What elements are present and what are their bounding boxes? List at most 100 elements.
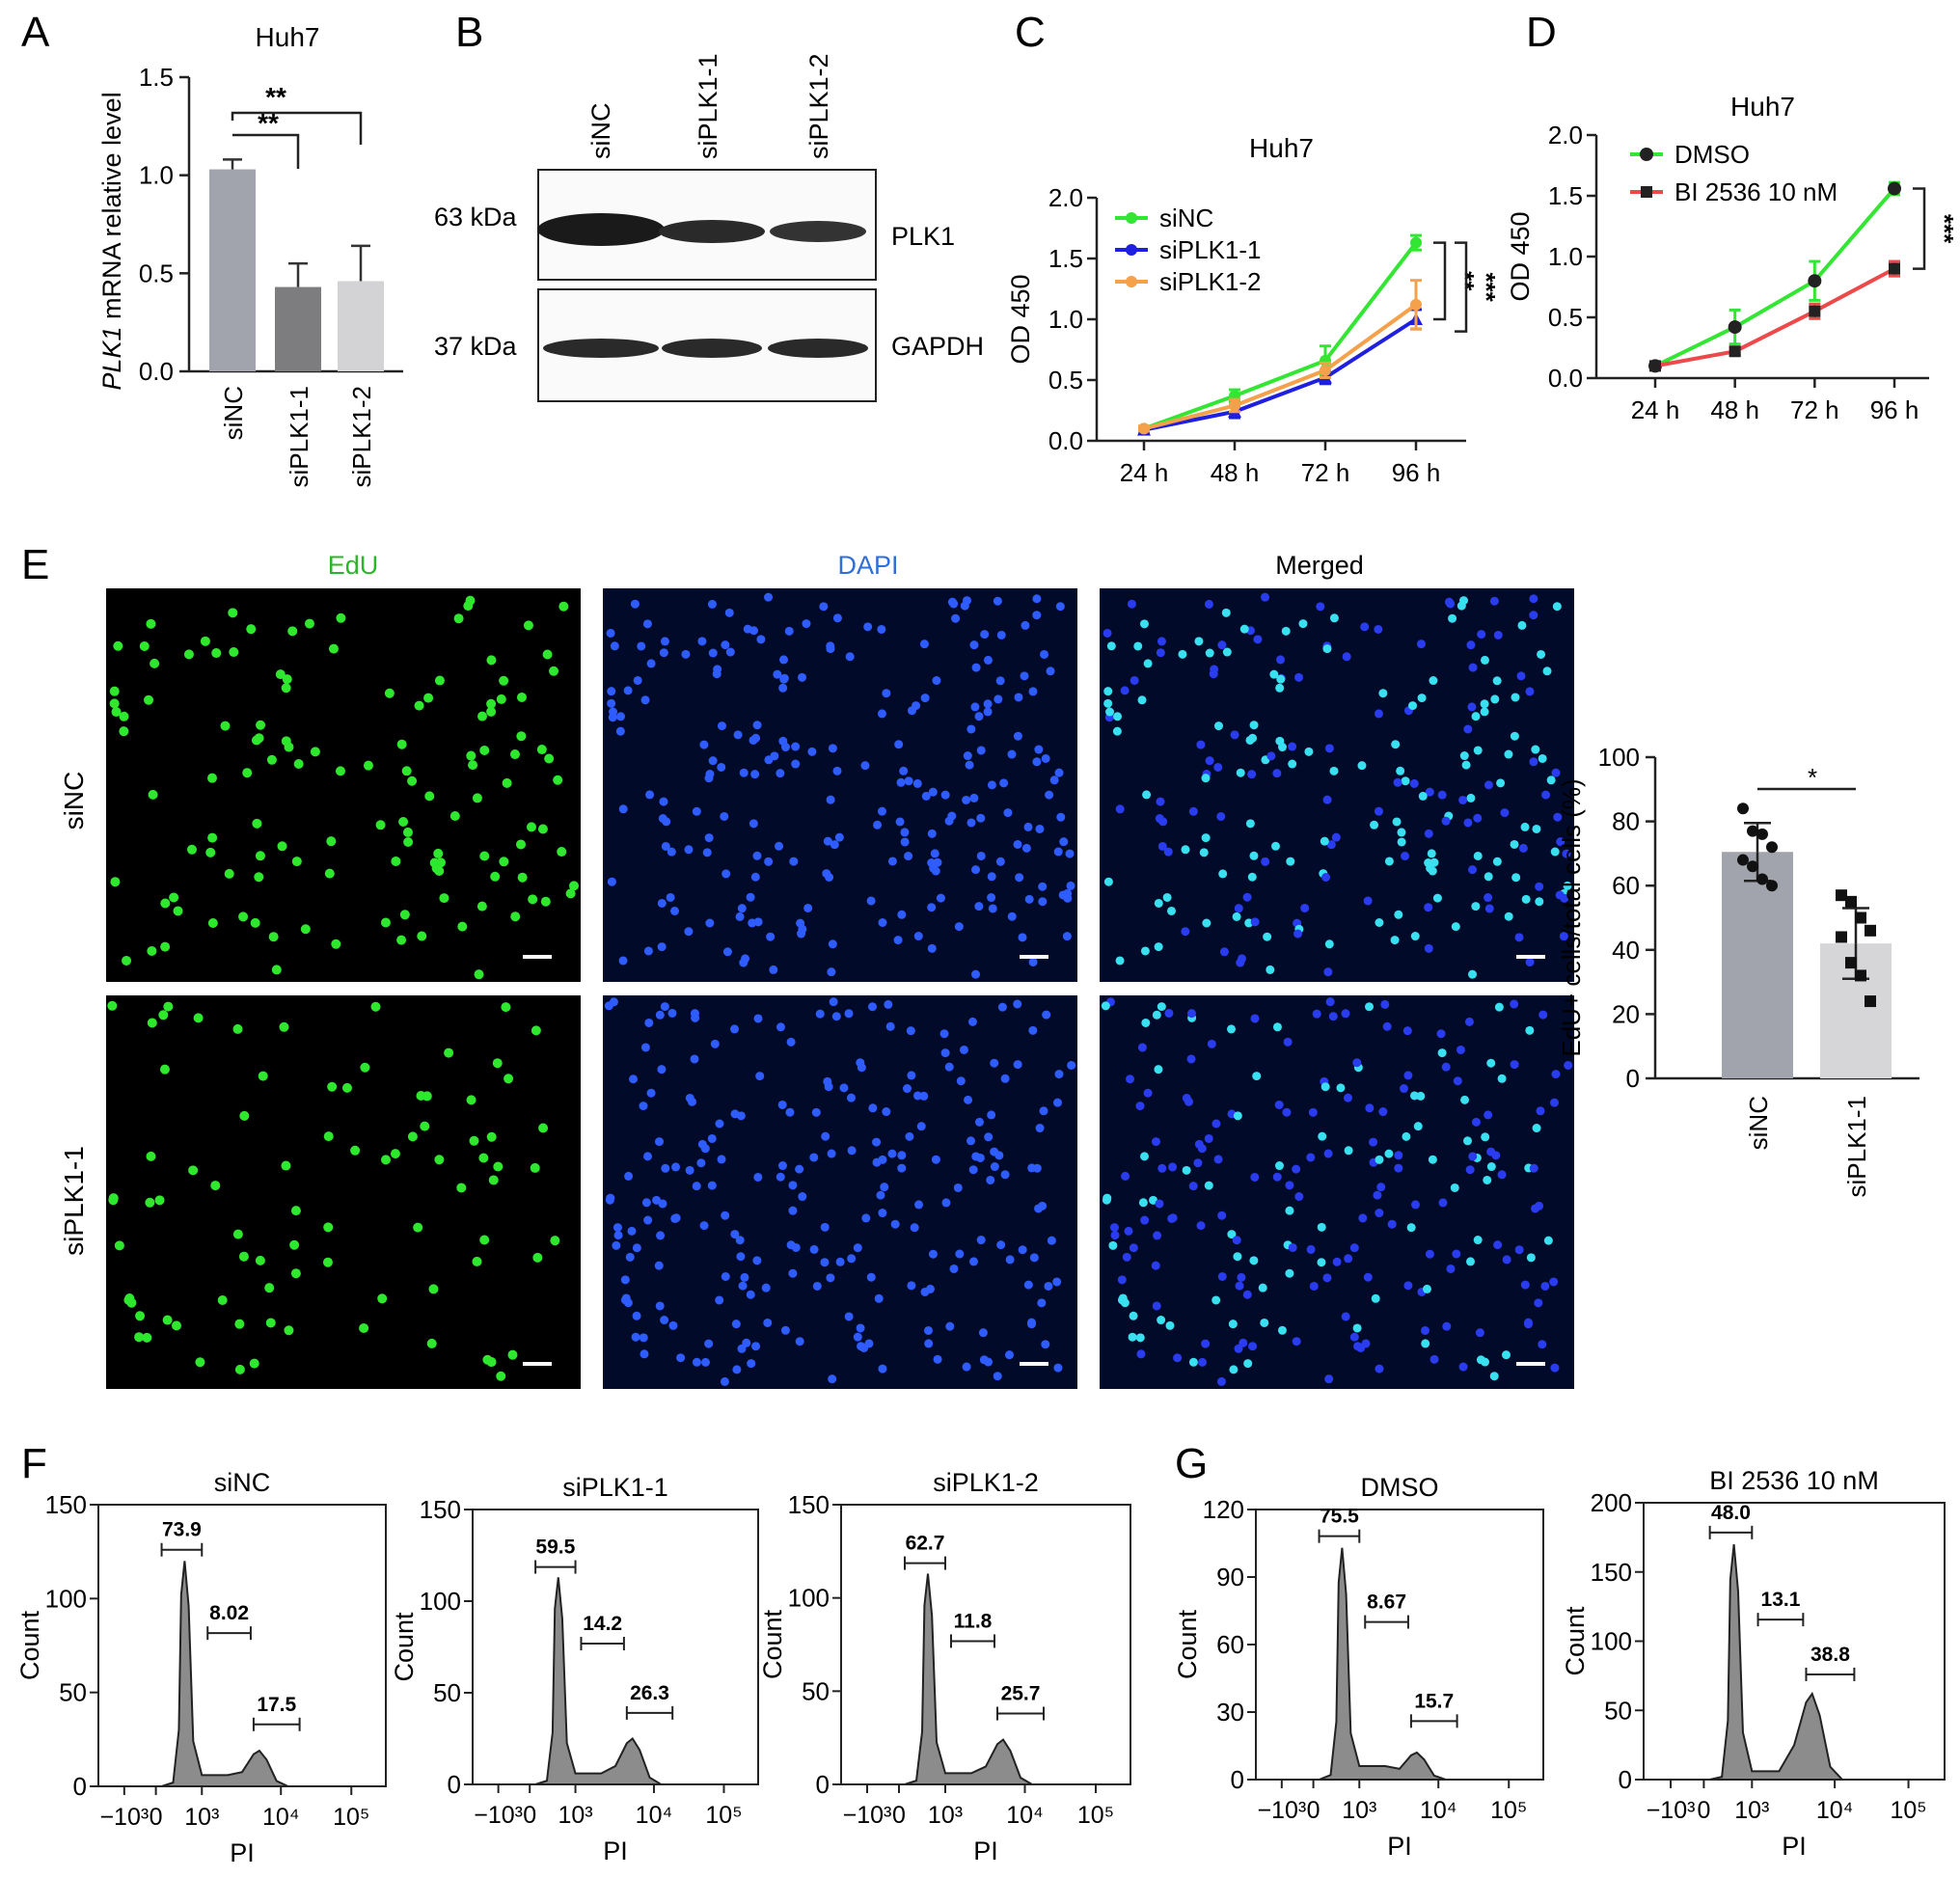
cell-nucleus	[625, 1252, 635, 1262]
cell-nucleus	[642, 1152, 652, 1161]
cell-nucleus	[1053, 1363, 1063, 1373]
bar	[275, 286, 321, 371]
cell-nucleus	[1316, 602, 1325, 612]
cell-nucleus	[1045, 790, 1054, 800]
cell-nucleus	[1424, 903, 1433, 912]
cell-nucleus	[1066, 881, 1075, 890]
cell-nucleus	[1141, 1018, 1151, 1027]
cell-nucleus	[770, 751, 779, 761]
cell-nucleus	[1239, 1338, 1248, 1347]
blot-band	[659, 220, 765, 243]
cell-nucleus	[659, 648, 668, 658]
cell-nucleus	[1401, 852, 1410, 861]
cell-nucleus	[1356, 1343, 1366, 1352]
cell-nucleus	[200, 636, 210, 646]
cell-nucleus	[616, 712, 626, 721]
cell-nucleus	[1023, 822, 1033, 831]
cell-nucleus	[544, 753, 555, 764]
x-tick-label: 10⁴	[262, 1804, 300, 1831]
cell-nucleus	[527, 822, 537, 832]
cell-nucleus	[995, 857, 1005, 866]
cell-nucleus	[1285, 1206, 1294, 1215]
cell-nucleus	[1272, 1022, 1282, 1032]
blot-band	[662, 339, 762, 358]
cell-nucleus	[1551, 1070, 1561, 1079]
cell-nucleus	[1197, 1357, 1207, 1367]
cell-nucleus	[135, 1311, 146, 1321]
data-point	[1756, 828, 1768, 840]
cell-nucleus	[906, 1026, 915, 1036]
cell-nucleus	[1028, 957, 1038, 966]
cell-nucleus	[1194, 637, 1204, 646]
panel-a-sig-1: **	[265, 82, 286, 112]
cell-nucleus	[1363, 1272, 1373, 1282]
cell-nucleus	[779, 674, 789, 684]
legend-marker	[1126, 276, 1137, 287]
cell-nucleus	[206, 773, 217, 783]
cell-nucleus	[417, 931, 427, 941]
cell-nucleus	[798, 672, 807, 682]
cell-nucleus	[1221, 608, 1231, 617]
cell-nucleus	[978, 1328, 988, 1338]
cell-nucleus	[1052, 1277, 1062, 1287]
x-tick-label: 0	[523, 1802, 536, 1829]
y-tick-label: 150	[420, 1495, 461, 1524]
cell-nucleus	[1005, 1255, 1015, 1265]
cell-nucleus	[761, 1283, 771, 1292]
cell-nucleus	[990, 1162, 999, 1172]
cell-nucleus	[1298, 619, 1308, 629]
cell-nucleus	[1550, 847, 1560, 857]
cell-nucleus	[1032, 611, 1042, 620]
cell-nucleus	[775, 841, 784, 851]
cell-nucleus	[670, 1213, 680, 1223]
cell-nucleus	[507, 1349, 518, 1360]
cell-nucleus	[1391, 740, 1401, 749]
cell-nucleus	[1108, 1240, 1118, 1250]
cell-nucleus	[1452, 1249, 1461, 1259]
cell-nucleus	[1535, 897, 1544, 907]
cell-nucleus	[983, 655, 993, 665]
cell-nucleus	[863, 622, 873, 632]
cell-nucleus	[1514, 1245, 1524, 1255]
cell-nucleus	[1317, 1222, 1326, 1232]
cell-nucleus	[1526, 1253, 1536, 1263]
y-tick-label: 120	[1203, 1495, 1244, 1524]
x-tick-label: 10⁴	[1420, 1797, 1457, 1824]
cell-nucleus	[717, 721, 726, 731]
panel-d-line-chart: Huh7 0.0 0.5 1.0 1.5 2.0 24 h 48 h 72 h 96 h OD 45…	[1506, 92, 1959, 424]
cell-nucleus	[265, 1318, 276, 1328]
cell-nucleus	[1129, 1311, 1138, 1320]
cell-nucleus	[1000, 1074, 1010, 1083]
y-tick-label: 200	[1591, 1488, 1632, 1517]
data-point	[1138, 422, 1150, 435]
cell-nucleus	[1409, 1091, 1419, 1101]
cell-nucleus	[502, 777, 512, 788]
x-axis-label: PI	[973, 1836, 998, 1865]
cell-nucleus	[1213, 1155, 1223, 1164]
cell-nucleus	[413, 1222, 423, 1233]
y-tick-label: 40	[1612, 936, 1640, 965]
cell-nucleus	[1493, 630, 1503, 639]
series-line	[1143, 317, 1418, 432]
cell-nucleus	[746, 1290, 755, 1299]
legend-marker	[1126, 244, 1137, 256]
y-tick-label: 100	[1598, 743, 1640, 772]
cell-nucleus	[1272, 769, 1282, 778]
cell-nucleus	[107, 1000, 118, 1011]
cell-nucleus	[1502, 1255, 1511, 1265]
x-axis-label: PI	[230, 1838, 255, 1867]
cell-nucleus	[1525, 957, 1535, 966]
cell-nucleus	[657, 1065, 667, 1075]
x-axis-label: PI	[1387, 1832, 1412, 1861]
cell-nucleus	[1120, 1298, 1130, 1308]
data-point	[1410, 298, 1422, 311]
cell-nucleus	[976, 746, 986, 755]
cell-nucleus	[1234, 904, 1243, 913]
cell-nucleus	[606, 1193, 615, 1203]
cell-nucleus	[322, 1257, 333, 1267]
cell-nucleus	[1550, 1363, 1560, 1373]
cell-nucleus	[984, 1132, 994, 1142]
cell-nucleus	[390, 1149, 400, 1159]
panel-a-title: Huh7	[256, 22, 320, 52]
data-point	[1756, 873, 1768, 885]
